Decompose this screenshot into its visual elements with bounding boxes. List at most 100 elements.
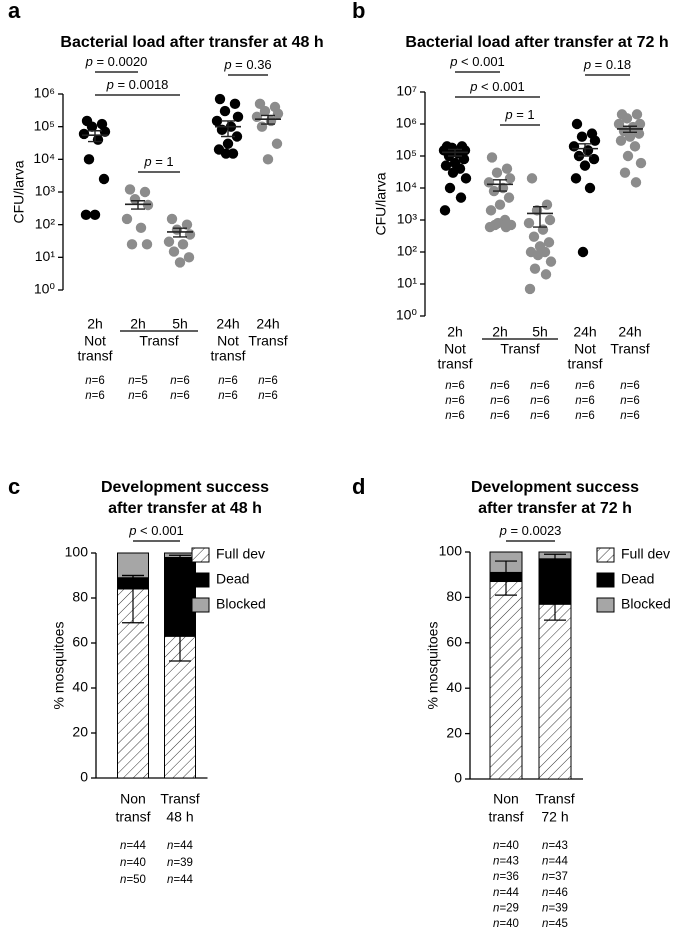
data-point (622, 150, 634, 162)
data-point (483, 177, 495, 188)
group-label: Transf (139, 333, 178, 349)
data-point (231, 131, 243, 142)
y-tick-label: 10⁶ (396, 115, 417, 131)
data-point (78, 128, 90, 140)
data-point (500, 221, 512, 233)
y-tick-label: 0 (454, 770, 462, 786)
n-label: n=36 (493, 871, 519, 883)
n-label: n=6 (445, 395, 465, 407)
error-bar (88, 130, 102, 143)
bar-segment (538, 603, 572, 780)
n-label: n=29 (493, 902, 519, 914)
n-label: n=43 (542, 840, 568, 852)
y-tick-label: 10⁵ (396, 147, 417, 163)
group-label: transf (437, 356, 472, 372)
data-point (183, 252, 195, 263)
x-tick-label: 24h (216, 316, 239, 332)
x-tick-label: 72 h (541, 809, 568, 825)
n-label: n=6 (490, 395, 510, 407)
error-bar (448, 148, 462, 157)
legend-swatch (596, 547, 615, 563)
error-bar (544, 604, 566, 621)
chart-title: Development success (471, 479, 639, 496)
data-point (83, 154, 95, 165)
data-point (163, 236, 175, 247)
bar-segment (489, 581, 523, 780)
comparison-label: p = 1 (143, 154, 173, 169)
data-point (166, 213, 178, 225)
data-point (181, 219, 193, 230)
n-label: n=6 (620, 395, 640, 407)
y-tick-label: 80 (72, 589, 88, 605)
y-tick-label: 10⁶ (34, 85, 55, 101)
comparison-label: p < 0.001 (449, 54, 505, 69)
legend-label: Dead (621, 571, 654, 587)
y-axis-label: % mosquitoes (51, 622, 67, 710)
data-point (80, 209, 92, 221)
n-label: n=6 (575, 410, 595, 422)
n-label: n=45 (542, 918, 568, 928)
data-point (256, 121, 268, 132)
group-label: Not (574, 341, 596, 357)
x-tick-label: 24h (618, 324, 641, 340)
comparison-label: p < 0.001 (469, 79, 525, 94)
n-label: n=6 (445, 380, 465, 392)
n-label: n=46 (542, 887, 568, 899)
n-label: n=6 (170, 375, 190, 387)
y-tick-label: 20 (72, 724, 88, 740)
data-point (220, 148, 232, 159)
data-point (589, 135, 601, 146)
x-tick-label: Transf (535, 791, 574, 807)
n-label: n=6 (128, 390, 148, 402)
n-label: n=6 (490, 380, 510, 392)
n-label: n=39 (542, 902, 568, 914)
y-tick-label: 10³ (35, 183, 56, 199)
data-point (494, 199, 506, 210)
n-label: n=6 (218, 390, 238, 402)
n-label: n=40 (493, 918, 519, 928)
n-label: n=6 (445, 410, 465, 422)
x-tick-label: 2h (447, 324, 463, 340)
group-label: Transf (610, 341, 649, 357)
n-label: n=6 (620, 410, 640, 422)
legend-swatch (191, 597, 210, 613)
data-point (635, 157, 647, 169)
legend-swatch (191, 547, 210, 563)
data-point (232, 111, 244, 123)
y-axis-label: % mosquitoes (425, 622, 441, 710)
data-point (484, 221, 496, 233)
n-label: n=44 (167, 874, 194, 886)
error-bar (131, 200, 145, 210)
group-label: transf (210, 348, 245, 364)
group-label: Transf (500, 341, 539, 357)
n-label: n=6 (258, 375, 278, 387)
error-bar (221, 120, 235, 138)
data-point (219, 105, 231, 117)
data-point (455, 192, 467, 203)
data-point (629, 141, 641, 152)
data-point (460, 173, 472, 184)
chart-title: Bacterial load after transfer at 72 h (405, 34, 668, 51)
data-point (615, 135, 627, 146)
error-bar (533, 206, 547, 228)
data-point (485, 205, 497, 216)
data-point (630, 177, 642, 188)
data-point (504, 173, 516, 184)
comparison-label: p = 0.0018 (106, 77, 169, 92)
data-point (439, 205, 451, 216)
n-label: n=6 (530, 380, 550, 392)
data-point (139, 186, 151, 198)
n-label: n=6 (530, 410, 550, 422)
panel-label: b (352, 0, 365, 23)
data-point (440, 160, 452, 171)
x-tick-label: 5h (172, 316, 188, 332)
data-point (262, 154, 274, 165)
n-label: n=37 (542, 871, 568, 883)
data-point (124, 184, 136, 195)
data-point (177, 239, 189, 250)
data-point (271, 138, 283, 149)
error-bar (623, 125, 637, 134)
x-tick-label: 24h (573, 324, 596, 340)
y-tick-label: 20 (446, 724, 462, 740)
